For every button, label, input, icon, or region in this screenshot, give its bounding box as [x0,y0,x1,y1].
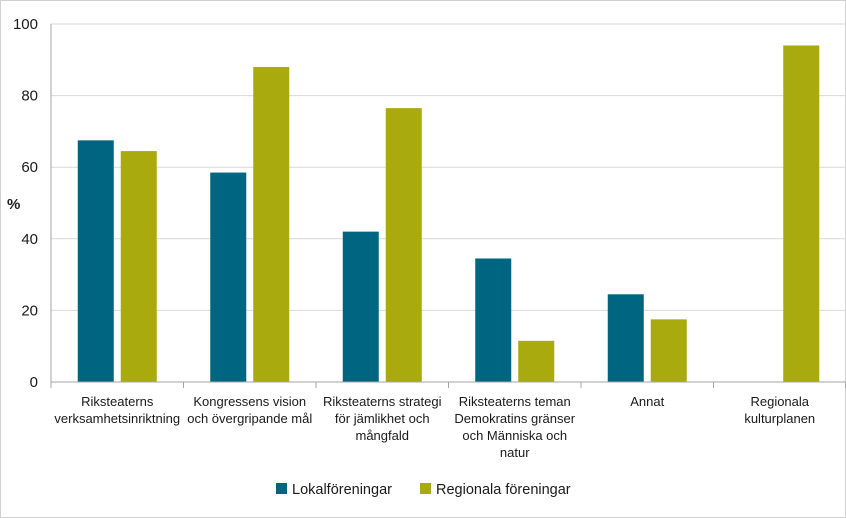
y-axis-label: % [7,196,20,213]
x-category-label-line: för jämlikhet och [335,411,430,426]
bar-regional-2 [385,108,422,382]
x-category-label: Regionala kulturplanen [744,394,815,426]
x-category-label: Riksteaterns teman Demokratins gränser och… [454,394,575,460]
bar-lokal-2 [342,231,379,382]
x-category-label-line: mångfald [356,428,409,443]
x-category-label-line: kulturplanen [744,411,815,426]
bar-lokal-4 [607,294,644,382]
bar-regional-1 [253,66,290,383]
x-category-label-line: Regionala [750,394,809,409]
x-category-label-line: verksamhetsinriktning [54,411,180,426]
bar-lokal-0 [77,140,114,382]
x-category-label-line: Annat [630,394,664,409]
legend-label: Lokalföreningar [292,482,392,498]
x-category-label-line: Demokratins gränser [454,411,575,426]
legend-swatch [420,483,431,494]
y-tick-label: 100 [13,16,38,33]
x-category-label: Kongressens vision och övergripande mål [187,394,312,426]
legend: Lokalföreningar Regionala föreningar [276,482,571,498]
y-tick-labels: 0 20 40 60 80 100 [13,16,38,391]
bar-lokal-3 [475,258,512,382]
gridlines [51,23,846,311]
bar-regional-0 [120,151,157,382]
x-category-label: Annat [630,394,664,409]
x-category-label-line: Riksteaterns [81,394,154,409]
y-tick-label: 60 [21,159,38,176]
x-category-label-line: Kongressens vision [193,394,306,409]
x-category-label-line: Riksteaterns teman [459,394,571,409]
x-category-label: Riksteaterns verksamhetsinriktning [54,394,180,426]
y-tick-label: 20 [21,302,38,319]
x-category-label-line: Riksteaterns strategi [323,394,442,409]
bar-lokal-1 [210,172,247,382]
x-category-labels: Riksteaterns verksamhetsinriktning Kongres… [54,394,815,460]
legend-label: Regionala föreningar [436,482,571,498]
x-category-label-line: och Människa och [462,428,567,443]
x-category-label-line: natur [500,445,530,460]
legend-swatch [276,483,287,494]
bar-regional-3 [518,340,555,382]
bar-regional-4 [650,319,687,382]
x-category-label-line: och övergripande mål [187,411,312,426]
y-tick-label: 80 [21,88,38,105]
bars [77,45,820,383]
y-tick-label: 40 [21,231,38,248]
bar-regional-5 [783,45,820,382]
y-tick-label: 0 [30,374,38,391]
x-category-label: Riksteaterns strategi för jämlikhet och må… [323,394,442,443]
